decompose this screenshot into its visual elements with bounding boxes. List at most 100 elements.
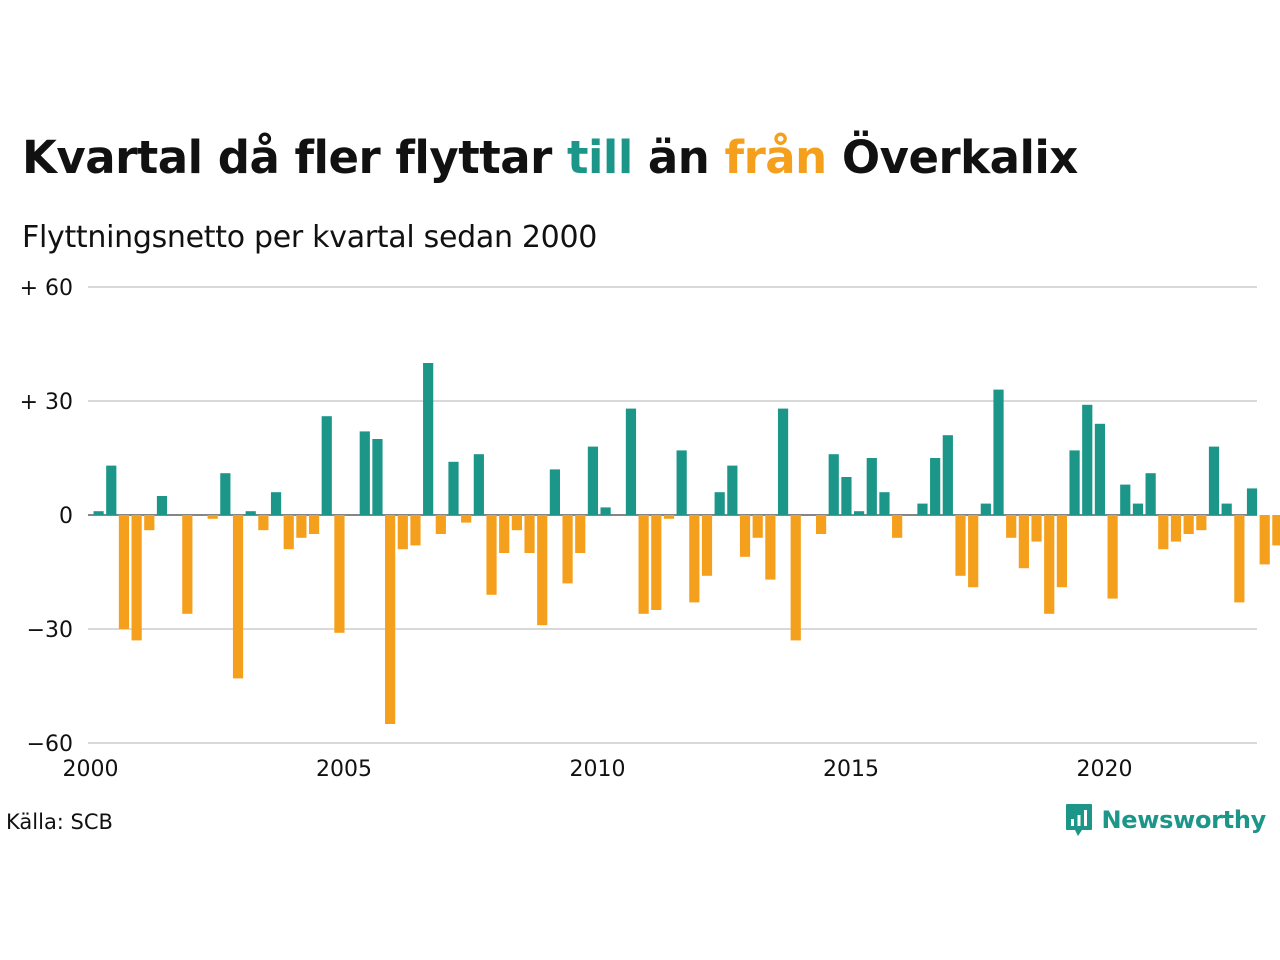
bar	[1272, 515, 1280, 546]
bar	[359, 431, 370, 515]
bar	[207, 515, 218, 519]
bar	[524, 515, 535, 553]
bar	[1170, 515, 1182, 542]
bar	[473, 454, 484, 515]
bar	[131, 515, 142, 641]
bar	[245, 511, 256, 515]
bar	[689, 515, 700, 603]
bar	[1234, 515, 1245, 603]
bar	[714, 492, 725, 515]
bar-chart-speech-bubble-icon	[1066, 804, 1093, 836]
bar	[727, 465, 738, 515]
bar	[1208, 446, 1220, 515]
bar	[461, 515, 472, 523]
x-tick-label: 2020	[1077, 757, 1133, 782]
y-tick-label: 0	[59, 504, 73, 529]
bar	[1031, 515, 1042, 542]
title-part-middle: än	[632, 131, 725, 184]
bar	[144, 515, 155, 531]
bar	[841, 477, 852, 515]
bar	[1044, 515, 1055, 614]
bar	[815, 515, 827, 534]
bar	[1158, 515, 1169, 550]
bar	[955, 515, 966, 576]
bar	[638, 515, 649, 614]
bar	[676, 450, 687, 515]
title-part-tail: Överkalix	[826, 131, 1078, 184]
chart-title: Kvartal då fler flyttar till än från Öve…	[22, 131, 1078, 184]
bar	[1056, 515, 1067, 588]
bar	[892, 515, 903, 538]
x-tick-label: 2015	[823, 757, 879, 782]
bar	[156, 496, 168, 515]
chart-subtitle: Flyttningsnetto per kvartal sedan 2000	[22, 220, 598, 255]
bar	[182, 515, 193, 614]
bar	[499, 515, 510, 553]
bar	[930, 458, 941, 515]
bar	[942, 435, 953, 515]
bar	[777, 408, 789, 515]
bar	[423, 363, 434, 515]
bars	[93, 363, 1280, 724]
bar	[854, 511, 865, 515]
bar	[410, 515, 421, 546]
bar	[258, 515, 269, 531]
x-axis-tick-labels: 2000 2005 2010 2015 2020	[63, 757, 1133, 782]
bar	[765, 515, 776, 580]
bar	[1259, 515, 1270, 565]
bar	[283, 515, 294, 550]
bar	[106, 465, 117, 515]
source-note: Källa: SCB	[6, 810, 113, 834]
bar	[1018, 515, 1029, 569]
bar	[980, 503, 991, 515]
bar	[1145, 473, 1156, 515]
bar	[1183, 515, 1194, 534]
bar	[651, 515, 662, 610]
bar	[1132, 503, 1144, 515]
bar	[537, 515, 548, 626]
bar	[334, 515, 345, 633]
bar	[511, 515, 522, 531]
y-tick-label: −60	[27, 732, 73, 757]
brand-name: Newsworthy	[1101, 806, 1266, 834]
bar	[1006, 515, 1017, 538]
bar-chart: + 60 + 30 0 −30 −60 2000 2005 2010 2015 2020	[20, 276, 1280, 782]
bar	[1221, 503, 1232, 515]
x-tick-label: 2010	[570, 757, 626, 782]
y-tick-label: −30	[27, 618, 73, 643]
bar	[397, 515, 408, 550]
bar	[587, 446, 599, 515]
bar	[790, 515, 801, 641]
bar	[663, 515, 675, 519]
bar	[1094, 423, 1106, 515]
y-tick-label: + 60	[20, 276, 73, 301]
bar	[575, 515, 586, 553]
bar	[828, 454, 839, 515]
bar	[1069, 450, 1080, 515]
bar	[372, 439, 383, 515]
bar	[600, 507, 611, 515]
bar	[118, 515, 130, 629]
bar	[296, 515, 307, 538]
title-part-lead: Kvartal då fler flyttar	[22, 131, 567, 184]
bar	[486, 515, 497, 595]
y-axis-tick-labels: + 60 + 30 0 −30 −60	[20, 276, 73, 757]
bar	[752, 515, 763, 538]
bar	[866, 458, 877, 515]
bar	[220, 473, 231, 515]
x-tick-label: 2005	[316, 757, 372, 782]
bar	[879, 492, 890, 515]
x-tick-label: 2000	[63, 757, 119, 782]
bar	[917, 503, 928, 515]
bar	[308, 515, 320, 534]
bar	[448, 461, 459, 515]
bar	[968, 515, 979, 588]
brand-logo: Newsworthy	[1065, 803, 1266, 837]
bar	[321, 416, 332, 515]
bar	[93, 511, 104, 515]
bar	[549, 469, 560, 515]
bar	[1246, 488, 1258, 515]
bar	[1196, 515, 1207, 531]
bar	[993, 389, 1004, 515]
bar	[562, 515, 573, 584]
